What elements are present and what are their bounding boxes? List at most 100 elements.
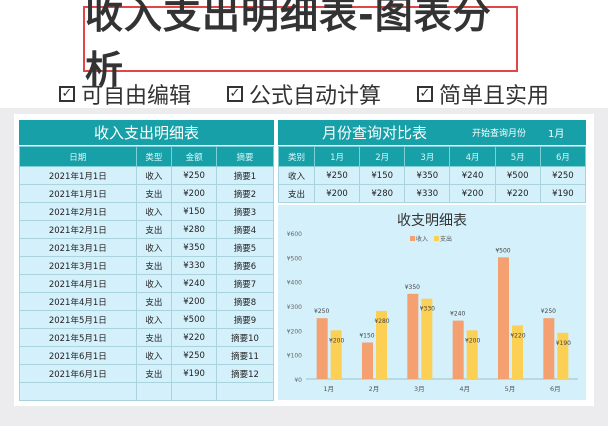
table-cell[interactable]: 2021年2月1日 [19, 220, 137, 239]
detail-table: 日期 类型 金额 摘要 2021年1月1日 收入 ¥250 摘要1 2021年1月1日 支出 ¥20… [19, 146, 275, 401]
table-row: 2021年4月1日 收入 ¥240 摘要7 [19, 274, 275, 293]
column-header: 6月 [539, 146, 587, 167]
legend-swatch [410, 236, 415, 241]
table-cell[interactable]: ¥200 [171, 292, 217, 311]
table-cell[interactable]: ¥190 [539, 184, 587, 203]
legend-label: 收入 [416, 235, 428, 243]
table-cell[interactable]: 摘要7 [215, 274, 275, 293]
table-cell[interactable]: 2021年5月1日 [19, 328, 137, 347]
table-cell[interactable]: 2021年4月1日 [19, 274, 137, 293]
x-tick-label: 3月 [414, 385, 425, 393]
table-cell[interactable]: 收入 [135, 166, 173, 185]
table-cell[interactable]: 支出 [135, 328, 173, 347]
table-row: 2021年5月1日 支出 ¥220 摘要10 [19, 328, 275, 347]
table-cell[interactable]: 收入 [278, 166, 315, 185]
table-cell[interactable]: 收入 [135, 202, 173, 221]
table-cell[interactable]: 摘要4 [215, 220, 275, 239]
column-header: 类型 [135, 146, 173, 167]
table-row: 2021年3月1日 支出 ¥330 摘要6 [19, 256, 275, 275]
table-cell[interactable]: 摘要11 [215, 346, 275, 365]
table-cell[interactable]: ¥240 [171, 274, 217, 293]
table-cell[interactable]: 2021年6月1日 [19, 364, 137, 383]
table-cell[interactable]: ¥150 [359, 166, 406, 185]
table-cell[interactable]: 收入 [135, 238, 173, 257]
chart-title: 收支明细表 [397, 213, 467, 229]
bar-收入 [498, 257, 509, 379]
table-cell[interactable]: 2021年2月1日 [19, 202, 137, 221]
table-cell[interactable]: ¥350 [404, 166, 451, 185]
table-cell[interactable]: ¥250 [313, 166, 361, 185]
y-tick-label: ¥0 [294, 377, 302, 384]
table-cell[interactable]: 2021年5月1日 [19, 310, 137, 329]
table-cell[interactable]: 摘要9 [215, 310, 275, 329]
feature-item: ✓ 公式自动计算 [226, 78, 381, 110]
column-header: 摘要 [215, 146, 275, 167]
table-cell[interactable]: ¥220 [494, 184, 541, 203]
table-cell[interactable]: 2021年1月1日 [19, 166, 137, 185]
table-cell[interactable]: 支出 [135, 292, 173, 311]
bar-支出 [376, 310, 387, 379]
feature-item: ✓ 可自由编辑 [58, 78, 191, 110]
table-cell[interactable]: ¥330 [404, 184, 451, 203]
checkbox-icon: ✓ [58, 86, 75, 102]
table-cell[interactable]: ¥330 [171, 256, 217, 275]
feature-list: ✓ 可自由编辑 ✓ 公式自动计算 ✓ 简单且实用 [0, 78, 608, 110]
column-header: 类别 [278, 146, 315, 167]
table-cell[interactable] [135, 382, 173, 401]
table-cell[interactable]: ¥200 [171, 184, 217, 203]
table-cell[interactable] [171, 382, 217, 401]
column-header: 5月 [494, 146, 541, 167]
table-cell[interactable]: ¥200 [449, 184, 496, 203]
table-cell[interactable]: ¥500 [171, 310, 217, 329]
table-cell[interactable]: ¥240 [449, 166, 496, 185]
table-cell[interactable]: ¥350 [171, 238, 217, 257]
start-month-value[interactable]: 1月 [548, 129, 565, 140]
table-cell[interactable]: 摘要10 [215, 328, 275, 347]
table-cell[interactable]: 摘要12 [215, 364, 275, 383]
data-label: ¥150 [359, 333, 374, 340]
table-cell[interactable]: 2021年6月1日 [19, 346, 137, 365]
month-compare-table: 类别 1月 2月 3月 4月 5月 6月 收入 ¥250 ¥150 ¥350 ¥240 ¥500 ¥250… [278, 146, 587, 203]
bar-收入 [407, 293, 419, 379]
table-cell[interactable]: 支出 [278, 184, 315, 203]
column-header: 2月 [359, 146, 406, 167]
data-label: ¥190 [556, 340, 571, 347]
table-cell[interactable]: 支出 [135, 220, 173, 239]
table-cell[interactable]: 2021年3月1日 [19, 256, 137, 275]
banner-title: 收入支出明细表-图表分析 [83, 0, 518, 92]
table-cell[interactable]: 2021年3月1日 [19, 238, 137, 257]
table-cell[interactable]: ¥250 [171, 346, 217, 365]
feature-label: 可自由编辑 [80, 84, 191, 109]
table-cell[interactable]: 支出 [135, 184, 173, 203]
table-cell[interactable]: 摘要2 [215, 184, 275, 203]
table-cell[interactable]: 支出 [135, 256, 173, 275]
data-label: ¥250 [541, 308, 556, 315]
table-cell[interactable]: 2021年1月1日 [19, 184, 137, 203]
table-cell[interactable]: 摘要8 [215, 292, 275, 311]
table-cell[interactable]: ¥220 [171, 328, 217, 347]
table-cell[interactable]: 2021年4月1日 [19, 292, 137, 311]
table-cell[interactable]: ¥500 [494, 166, 541, 185]
x-tick-label: 1月 [323, 385, 334, 393]
table-cell[interactable]: 摘要6 [215, 256, 275, 275]
table-cell[interactable]: 支出 [135, 364, 173, 383]
table-cell[interactable]: ¥200 [313, 184, 361, 203]
table-cell[interactable]: ¥250 [539, 166, 587, 185]
table-cell[interactable]: 摘要3 [215, 202, 275, 221]
table-cell[interactable]: ¥150 [171, 202, 217, 221]
table-cell[interactable]: ¥250 [171, 166, 217, 185]
table-cell[interactable]: 收入 [135, 346, 173, 365]
table-cell[interactable]: 收入 [135, 310, 173, 329]
y-tick-label: ¥400 [287, 280, 302, 287]
table-cell[interactable] [19, 382, 137, 401]
table-row [19, 382, 275, 401]
table-cell[interactable]: 收入 [135, 274, 173, 293]
table-cell[interactable]: ¥280 [171, 220, 217, 239]
table-cell[interactable]: 摘要1 [215, 166, 275, 185]
data-label: ¥220 [510, 332, 525, 339]
table-cell[interactable]: ¥190 [171, 364, 217, 383]
table-cell[interactable]: 摘要5 [215, 238, 275, 257]
table-cell[interactable] [215, 382, 275, 401]
data-label: ¥250 [314, 308, 329, 315]
table-cell[interactable]: ¥280 [359, 184, 406, 203]
